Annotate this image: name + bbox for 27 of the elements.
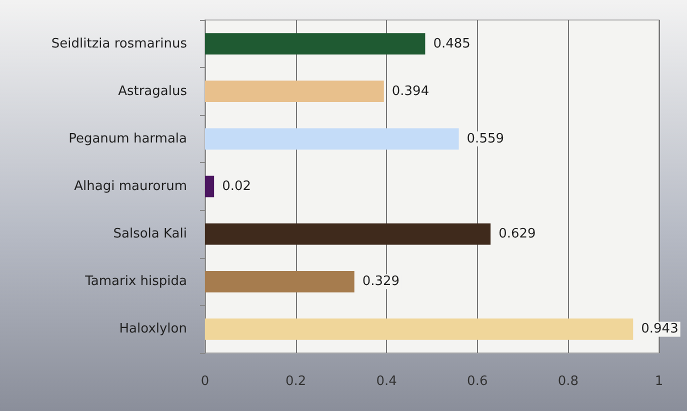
- y-tick-label: Peganum harmala: [68, 131, 187, 146]
- data-label: 0.02: [222, 179, 252, 194]
- bar: [205, 223, 491, 245]
- bar: [205, 33, 426, 54]
- data-label: 0.485: [433, 36, 470, 52]
- y-tick-label: Haloxlylon: [119, 322, 187, 337]
- bar: [205, 128, 459, 150]
- bar: [205, 270, 354, 292]
- bar: [205, 318, 634, 340]
- data-label: 0.629: [498, 226, 536, 242]
- bar: [205, 80, 384, 102]
- y-tick-label: Alhagi maurorum: [74, 179, 187, 194]
- bar: [205, 176, 214, 198]
- x-tick-label: 0.2: [285, 374, 306, 389]
- x-tick-label: 0.8: [558, 374, 579, 389]
- data-label: 0.943: [641, 322, 678, 337]
- y-tick-label: Tamarix hispida: [84, 274, 187, 290]
- x-tick-label: 0.4: [376, 374, 397, 389]
- x-tick-label: 0.6: [467, 374, 488, 389]
- data-label: 0.329: [362, 274, 400, 290]
- x-tick-label: 0: [200, 374, 210, 389]
- data-label: 0.559: [466, 131, 504, 146]
- y-tick-label: Astragalus: [118, 84, 188, 99]
- y-tick-label: Seidlitzia rosmarinus: [51, 36, 188, 52]
- y-tick-label: Salsola Kali: [113, 226, 187, 242]
- x-tick-label: 1: [654, 374, 664, 389]
- data-label: 0.394: [392, 84, 430, 99]
